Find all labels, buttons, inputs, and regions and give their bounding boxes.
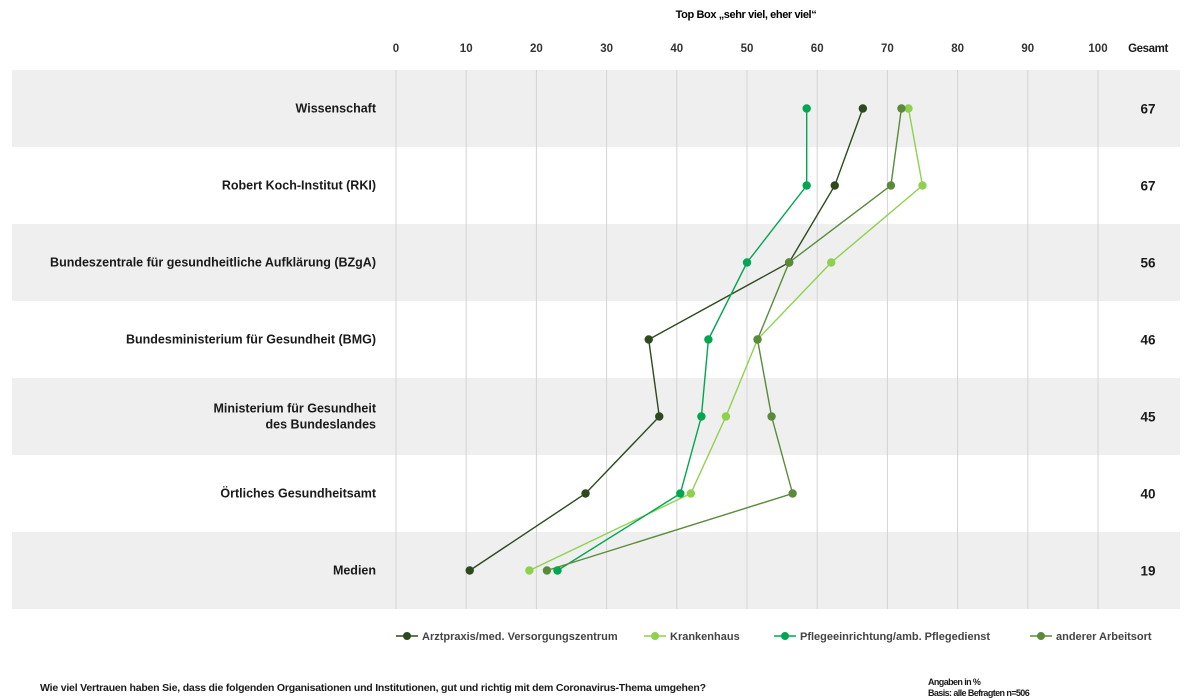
x-tick-label: 100	[1088, 43, 1107, 55]
data-point	[721, 412, 731, 421]
x-tick-label: 90	[1021, 43, 1034, 55]
data-point	[827, 258, 836, 267]
total-values: 67 67 56 46 45 40 19	[1140, 102, 1156, 579]
category-label: Ministerium für Gesundheit des Bundesland…	[213, 402, 376, 432]
legend-swatch-dot	[1037, 632, 1045, 640]
data-point	[542, 566, 552, 575]
data-point	[686, 489, 696, 498]
legend-label: Krankenhaus	[670, 631, 740, 643]
x-tick-label: 70	[881, 43, 894, 55]
basis-note: Angaben in % Basis: alle Befragten n=506	[928, 677, 1030, 698]
data-point	[784, 258, 794, 267]
data-point	[830, 181, 839, 190]
total-value: 19	[1140, 564, 1155, 579]
data-point	[704, 335, 713, 344]
total-value: 46	[1140, 333, 1156, 348]
category-label: Örtliches Gesundheitsamt	[220, 486, 376, 501]
data-point	[918, 181, 927, 190]
data-point	[581, 489, 590, 498]
series-lines	[469, 108, 924, 572]
data-point	[553, 566, 562, 575]
chart-title: Top Box „sehr viel, eher viel“	[676, 9, 817, 21]
category-labels: Wissenschaft Robert Koch-Institut (RKI) Bu…	[50, 102, 377, 578]
basis-line-2: Basis: alle Befragten n=506	[928, 688, 1030, 698]
legend-swatch-dot	[403, 632, 411, 640]
category-label: Wissenschaft	[296, 102, 377, 116]
x-tick-label: 0	[393, 43, 399, 55]
data-point	[676, 489, 685, 498]
data-point	[802, 104, 811, 113]
data-point	[465, 566, 474, 575]
data-point	[742, 258, 752, 267]
data-point	[753, 335, 762, 344]
data-point	[697, 412, 706, 421]
x-tick-label: 60	[811, 43, 824, 55]
total-value: 67	[1140, 179, 1155, 194]
row-band	[12, 224, 1180, 301]
series-line	[546, 108, 903, 572]
x-tick-label: 20	[530, 43, 543, 55]
x-axis-ticks: 0 10 20 30 40 50 60 70 80 90 100	[393, 43, 1108, 55]
legend-swatch-dot	[781, 632, 789, 640]
total-column-header: Gesamt	[1128, 43, 1168, 55]
data-point	[897, 104, 906, 113]
row-band	[12, 378, 1180, 455]
legend-swatch-dot	[651, 632, 659, 640]
data-point	[644, 335, 653, 344]
category-label: Bundesministerium für Gesundheit (BMG)	[126, 333, 376, 347]
category-label: Medien	[333, 564, 376, 578]
x-tick-label: 50	[741, 43, 754, 55]
x-tick-label: 80	[951, 43, 964, 55]
data-point	[802, 181, 811, 190]
total-value: 40	[1140, 487, 1155, 502]
data-point	[904, 104, 913, 113]
data-point	[858, 104, 868, 113]
series-points	[465, 104, 927, 575]
legend-label: anderer Arbeitsort	[1056, 631, 1152, 643]
data-point	[886, 181, 896, 190]
gridlines	[395, 70, 1099, 609]
data-point	[655, 412, 664, 421]
x-tick-label: 30	[600, 43, 613, 55]
x-tick-label: 40	[670, 43, 683, 55]
legend-label: Arztpraxis/med. Versorgungszentrum	[422, 631, 618, 643]
data-point	[767, 412, 776, 421]
series-line	[529, 108, 924, 572]
basis-line-1: Angaben in %	[928, 677, 981, 687]
data-point	[788, 489, 797, 498]
x-tick-label: 10	[460, 43, 473, 55]
legend: Arztpraxis/med. Versorgungszentrum Kranke…	[396, 631, 1152, 643]
row-band	[12, 532, 1180, 609]
data-point	[525, 566, 534, 575]
total-value: 45	[1140, 410, 1156, 425]
row-bands	[12, 70, 1180, 609]
category-label: Robert Koch-Institut (RKI)	[222, 179, 376, 193]
question-footnote: Wie viel Vertrauen haben Sie, dass die f…	[40, 682, 706, 694]
total-value: 67	[1140, 102, 1155, 117]
legend-label: Pflegeeinrichtung/amb. Pflegedienst	[800, 631, 990, 643]
category-label: Bundeszentrale für gesundheitliche Aufkl…	[50, 256, 376, 270]
row-band	[12, 70, 1180, 147]
series-line	[469, 108, 864, 572]
total-value: 56	[1140, 256, 1156, 271]
